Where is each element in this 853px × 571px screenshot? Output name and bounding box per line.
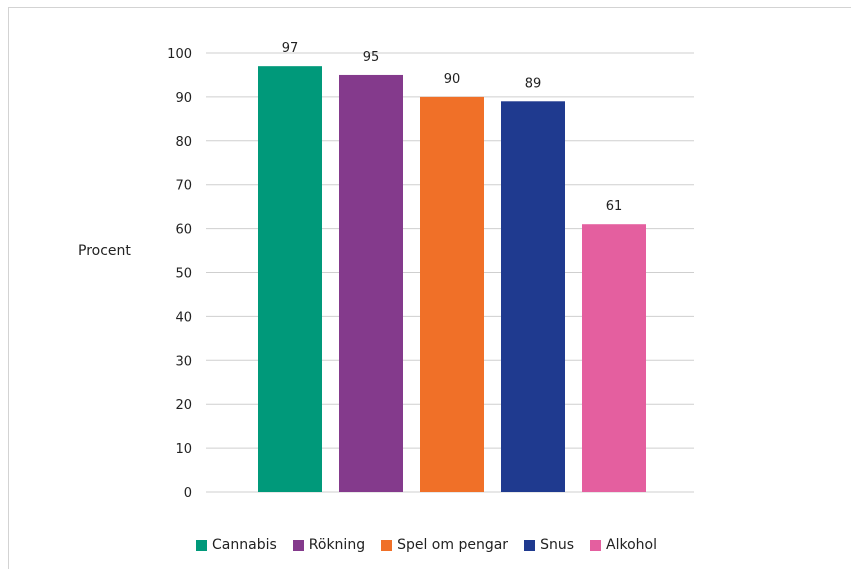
y-tick-label: 20: [175, 398, 192, 413]
legend-item: Cannabis: [196, 537, 277, 553]
y-tick-label: 80: [175, 135, 192, 150]
y-tick-label: 0: [184, 486, 192, 501]
legend-swatch: [381, 539, 393, 551]
legend-item: Snus: [524, 537, 574, 553]
legend-item: Rökning: [292, 537, 366, 553]
legend: Cannabis Rökning Spel om pengar Snus Alkohol: [0, 537, 853, 553]
legend-label: Rökning: [308, 537, 366, 553]
y-tick-label: 100: [167, 47, 192, 62]
y-tick-label: 60: [175, 223, 192, 238]
bars: [258, 66, 646, 493]
legend-swatch: [590, 539, 601, 551]
y-tick-label: 70: [175, 179, 192, 194]
legend-label: Spel om pengar: [397, 537, 509, 553]
legend-label: Cannabis: [212, 537, 277, 553]
legend-label: Alkohol: [606, 537, 657, 553]
legend-swatch: [524, 539, 536, 551]
y-tick-label: 40: [175, 310, 192, 325]
y-tick-label: 50: [175, 267, 192, 282]
data-label: 95: [363, 50, 380, 65]
legend-item: Alkohol: [590, 537, 657, 553]
legend-swatch: [292, 539, 304, 551]
bar-cannabis: [258, 66, 322, 493]
bar-spel-om-pengar: [420, 96, 484, 493]
legend-swatch: [196, 539, 208, 551]
data-label: 89: [525, 76, 542, 91]
data-labels: 97 95 90 89 61: [282, 41, 623, 214]
data-label: 97: [282, 41, 299, 56]
bar-alkohol: [582, 224, 646, 492]
y-tick-label: 30: [175, 354, 192, 369]
bar-rökning: [339, 74, 403, 492]
chart-frame: [8, 7, 851, 569]
y-tick-label: 90: [175, 91, 192, 106]
legend-label: Snus: [540, 537, 574, 553]
legend-item: Spel om pengar: [381, 537, 508, 553]
y-tick-labels: 0 10 20 30 40 50 60 70 80 90 100: [167, 47, 192, 501]
y-tick-label: 10: [175, 442, 192, 457]
y-axis-label: Procent: [78, 243, 131, 259]
data-label: 90: [444, 72, 461, 87]
bar-snus: [501, 101, 565, 492]
data-label: 61: [606, 199, 623, 214]
